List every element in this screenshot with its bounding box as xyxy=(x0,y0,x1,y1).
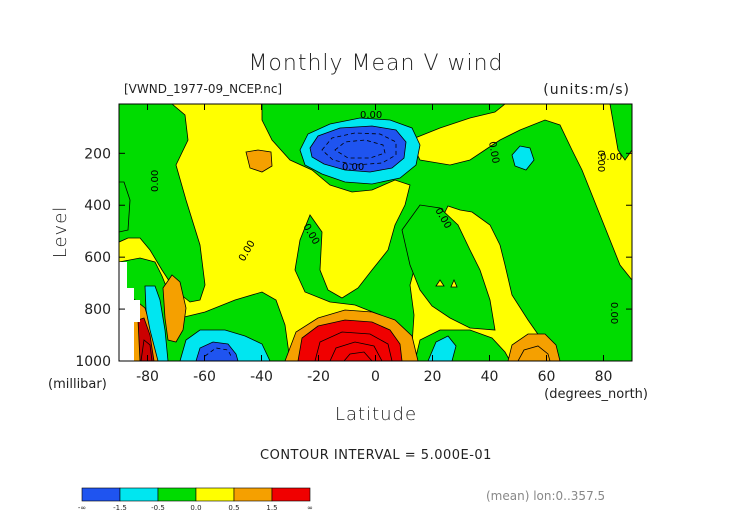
x-tick-label: 60 xyxy=(538,369,556,385)
region-green-east xyxy=(609,104,632,161)
file-label: [VWND_1977-09_NCEP.nc] xyxy=(124,82,282,96)
y-tick-label: 800 xyxy=(84,302,111,318)
missing-data xyxy=(119,262,140,361)
y-tick-label: 200 xyxy=(84,146,111,162)
y-tick-label: 400 xyxy=(84,198,111,214)
colorbar-tick-label: -0.5 xyxy=(151,504,165,512)
x-tick-label: -20 xyxy=(307,369,330,385)
contour-label: 0.00 xyxy=(150,170,161,192)
region-orange-upper xyxy=(245,149,273,173)
colorbar-bin xyxy=(233,487,273,502)
small-marks xyxy=(435,278,458,288)
colorbar-bin xyxy=(195,487,235,502)
region-orange-south-west xyxy=(162,274,187,343)
colorbar-bin xyxy=(157,487,197,502)
region-green-west xyxy=(119,104,206,303)
contour-label: 0.00 xyxy=(342,162,364,173)
x-tick-label: 40 xyxy=(481,369,499,385)
x-axis-units: (degrees_north) xyxy=(544,387,648,402)
contour-label: 0.00 xyxy=(608,302,619,324)
region-red-south xyxy=(297,319,403,361)
x-tick-label: 80 xyxy=(595,369,613,385)
colorbar-tick-label: 1.5 xyxy=(266,504,277,512)
x-tick-label: -80 xyxy=(136,369,159,385)
contour-label: 0.00 xyxy=(486,141,501,165)
x-tick-label: -60 xyxy=(193,369,216,385)
colorbar-tick-label: -1.5 xyxy=(113,504,127,512)
contour-label: 0.00 xyxy=(600,152,622,163)
x-axis-label: Latitude xyxy=(335,404,417,425)
y-axis-ticks: 200 400 600 800 1000 xyxy=(75,146,632,370)
colorbar-tick-label: 0.5 xyxy=(228,504,239,512)
chart-title: Monthly Mean V wind xyxy=(248,51,503,76)
colorbar-bin xyxy=(81,487,121,502)
y-tick-label: 1000 xyxy=(75,354,111,370)
colorbar-bin xyxy=(271,487,311,502)
contour-label: 0.00 xyxy=(360,110,382,121)
contour-interval: CONTOUR INTERVAL = 5.000E-01 xyxy=(260,448,492,463)
pos-contours xyxy=(140,331,551,361)
mean-label: (mean) lon:0..357.5 xyxy=(486,489,605,503)
colorbar-tick-label: -∞ xyxy=(78,504,86,512)
y-axis-label: Level xyxy=(50,206,71,259)
y-tick-label: 600 xyxy=(84,250,111,266)
region-cyan-pole xyxy=(144,285,169,361)
colorbar: -∞ -1.5 -0.5 0.0 0.5 1.5 ∞ xyxy=(78,487,313,512)
region-red-pole xyxy=(137,317,155,361)
region-green-center xyxy=(401,204,496,331)
x-axis-ticks: -80 -60 -40 -20 0 20 40 60 80 xyxy=(136,104,612,385)
x-tick-label: 20 xyxy=(424,369,442,385)
x-tick-label: 0 xyxy=(371,369,380,385)
colorbar-tick-label: 0.0 xyxy=(190,504,201,512)
region-cyan-east xyxy=(511,145,535,171)
y-axis-units: (millibar) xyxy=(48,377,107,392)
x-tick-label: -40 xyxy=(250,369,273,385)
region-cyan-south-c xyxy=(427,335,457,361)
region-blue-south xyxy=(195,341,239,361)
colorbar-tick-label: ∞ xyxy=(307,504,313,512)
units-label: (units:m/s) xyxy=(543,82,630,98)
neg-contours xyxy=(204,132,397,359)
plot-area xyxy=(119,104,632,361)
region-green-sw-strip xyxy=(119,181,131,233)
contour-label: 0.00 xyxy=(595,150,606,172)
colorbar-bin xyxy=(119,487,159,502)
